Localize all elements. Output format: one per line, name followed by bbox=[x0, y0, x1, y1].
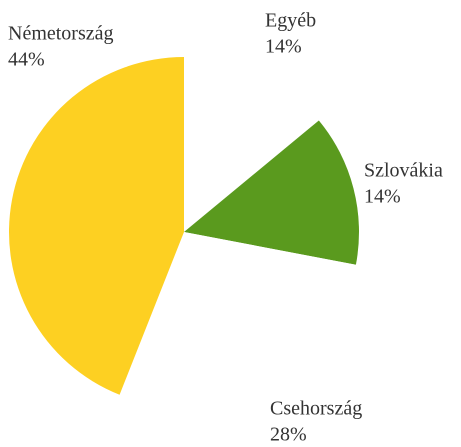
pie-slice bbox=[119, 232, 356, 407]
slice-label: Csehország bbox=[270, 398, 362, 420]
slice-label: Németország bbox=[8, 23, 114, 45]
pie-slice bbox=[184, 120, 359, 265]
slice-value: 14% bbox=[265, 36, 302, 58]
slice-value: 14% bbox=[364, 186, 401, 208]
slice-label: Egyéb bbox=[265, 10, 316, 32]
slice-value: 28% bbox=[270, 424, 307, 446]
pie-slice bbox=[8, 57, 184, 395]
pie-slice bbox=[184, 57, 319, 232]
slice-label: Szlovákia bbox=[364, 160, 443, 182]
slice-value: 44% bbox=[8, 49, 45, 71]
